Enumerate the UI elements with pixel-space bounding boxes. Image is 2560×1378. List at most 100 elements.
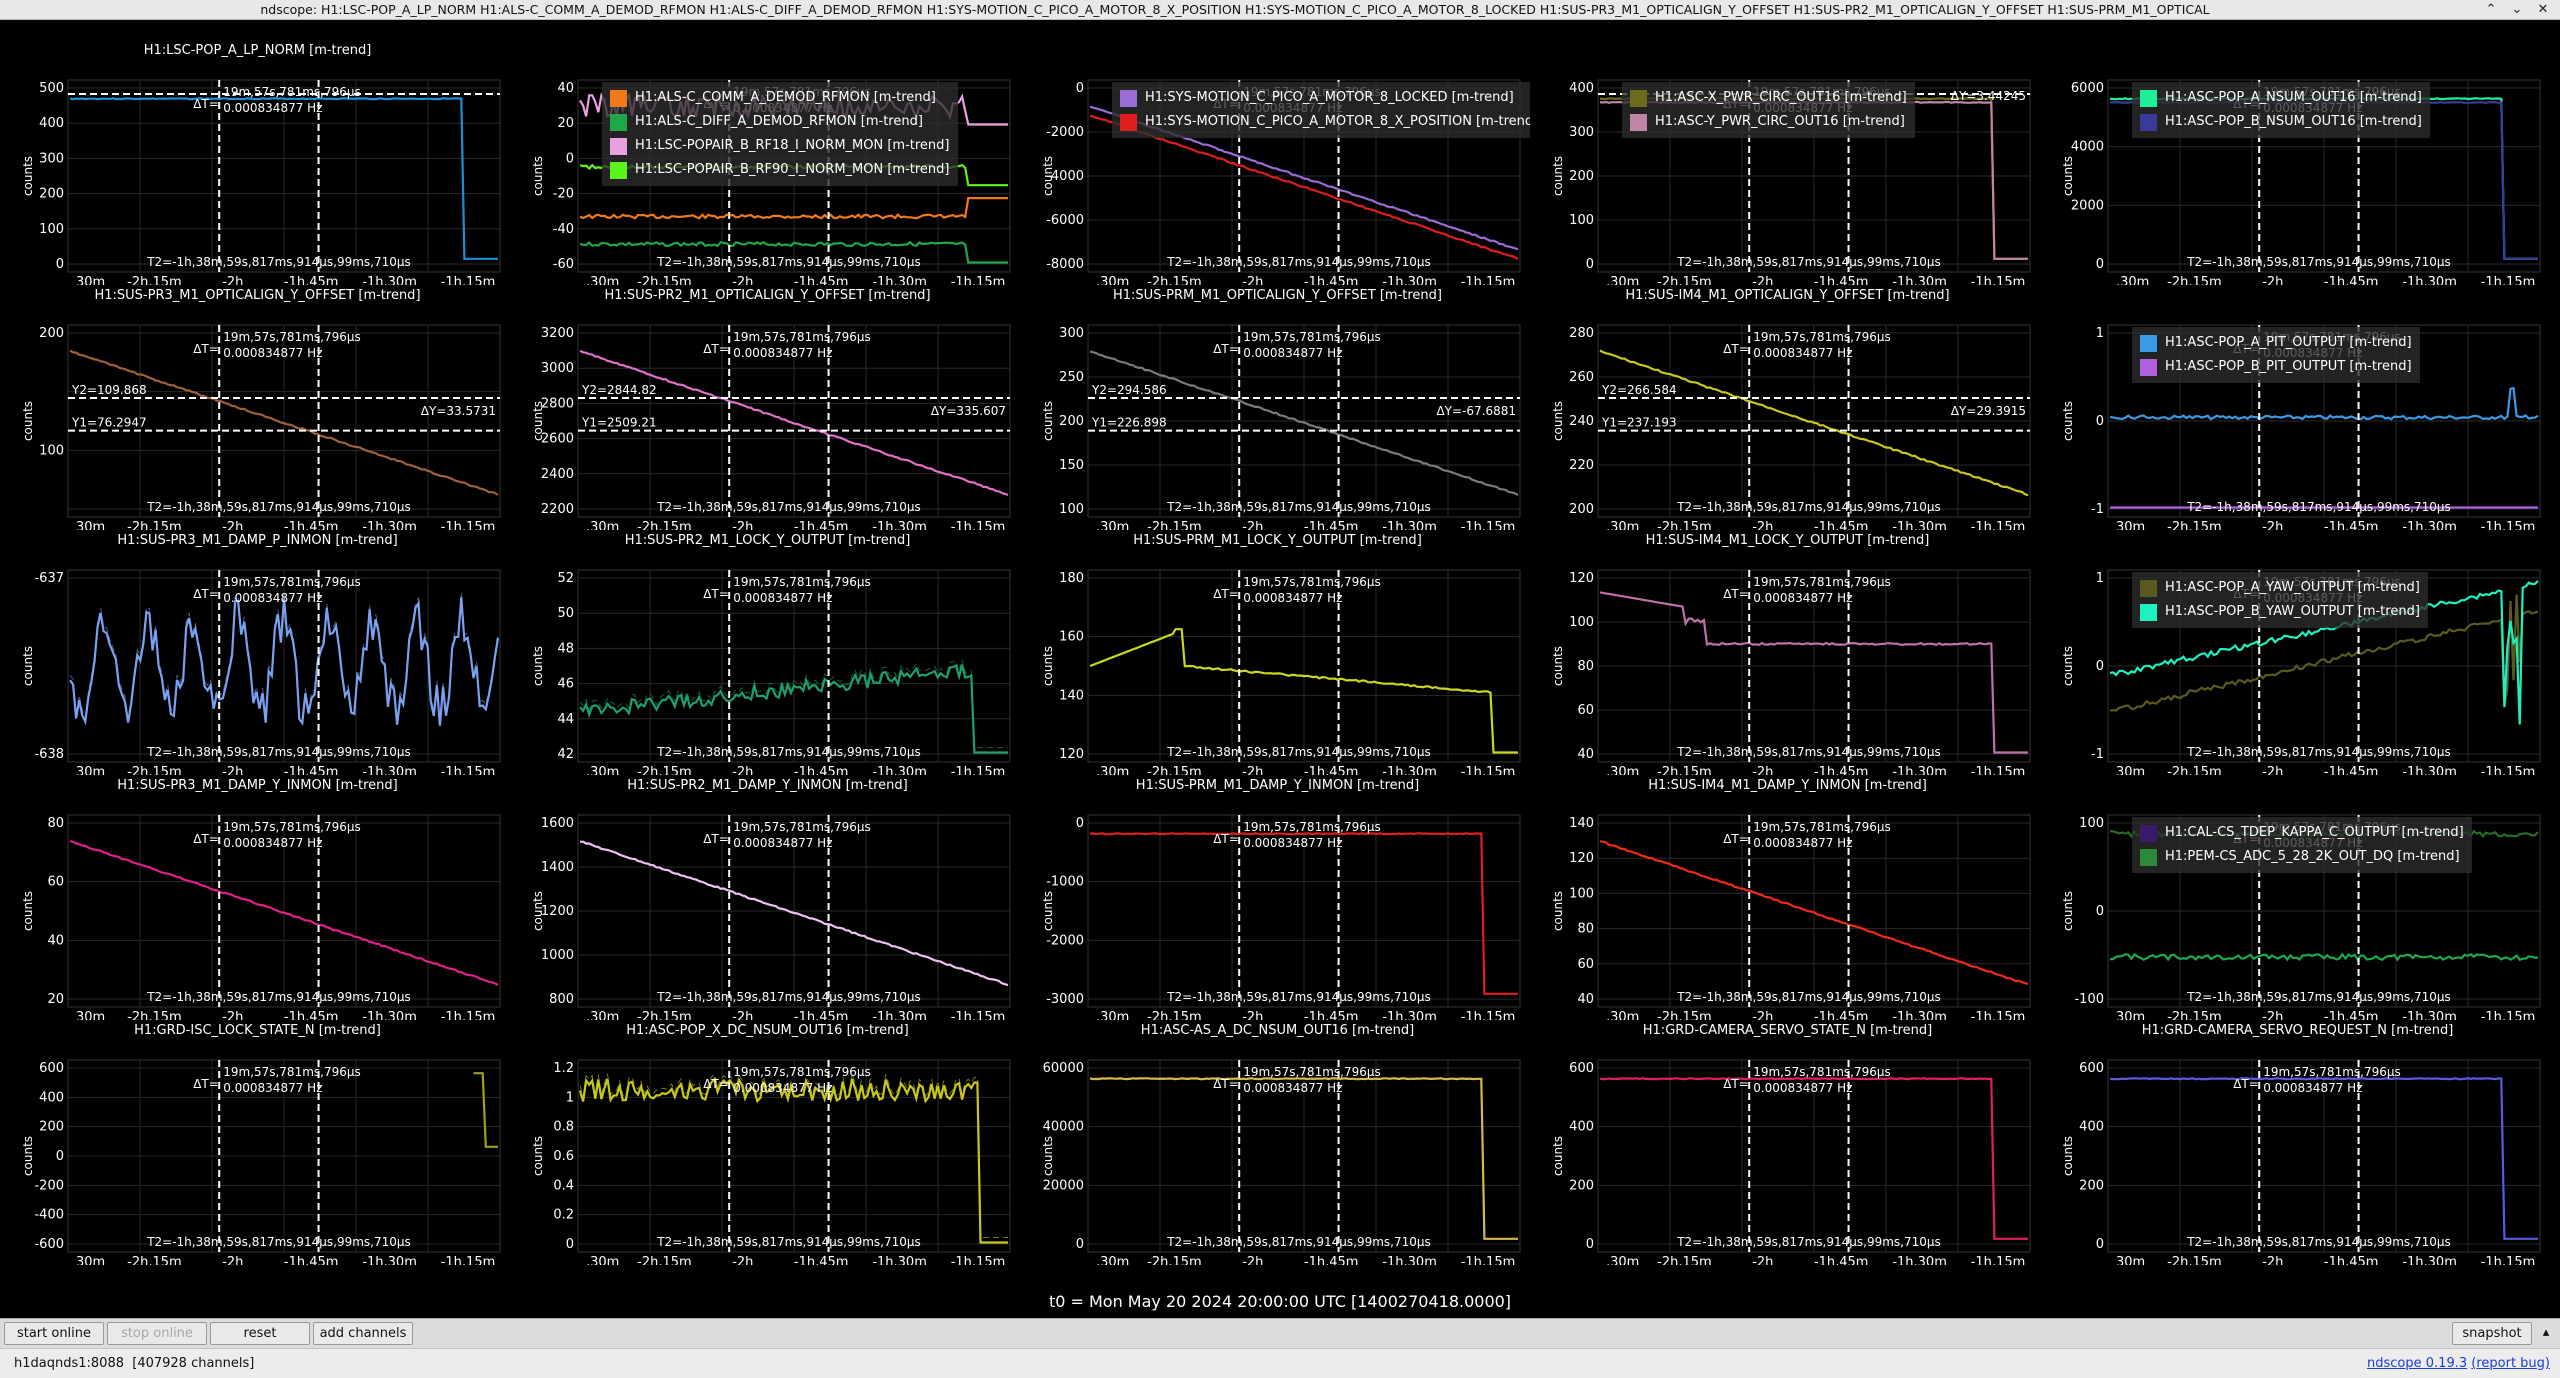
legend-item[interactable]: H1:ASC-POP_A_NSUM_OUT16 [m-trend] (2140, 86, 2422, 110)
plot-panel[interactable]: H1:SUS-PR2_M1_DAMP_Y_INMON [m-trend] 1600… (510, 775, 1025, 1020)
plot-canvas[interactable]: 1 0 -1 30m -2h,15m -2h -1h,45m -1h,30m -1h,15m co… (2040, 530, 2555, 775)
plot-legend[interactable]: H1:ASC-POP_A_YAW_OUTPUT [m-trend] H1:ASC-… (2132, 572, 2428, 628)
plot-panel[interactable]: H1:SUS-PRM_M1_LOCK_Y_OUTPUT [m-trend] 180… (1020, 530, 1535, 775)
snapshot-button[interactable]: snapshot (2452, 1322, 2532, 1345)
delta-t-value: 19m,57s,781ms,796μs (223, 575, 361, 589)
plot-panel[interactable]: 1 0 -1 30m -2h,15m -2h -1h,45m -1h,30m -1h,15m co… (2040, 285, 2555, 530)
plot-canvas[interactable]: 300 250 200 150 100 ,30m -2h,15m -2h -1h,45m -1h,… (1020, 285, 1535, 530)
collapse-icon[interactable]: ▴ (2542, 1325, 2550, 1340)
plot-canvas[interactable]: 100 0 -100 30m -2h,15m -2h -1h,45m -1h,30m -1h,1… (2040, 775, 2555, 1020)
legend-item[interactable]: H1:ASC-POP_B_YAW_OUTPUT [m-trend] (2140, 600, 2420, 624)
legend-item[interactable]: H1:ASC-POP_B_PIT_OUTPUT [m-trend] (2140, 355, 2412, 379)
plot-canvas[interactable]: 52 50 48 46 44 42 ,30m -2h,15m -2h -1h,45m -1h,30m… (510, 530, 1025, 775)
plot-panel[interactable]: 400 300 200 100 0 ,30m -2h,15m -2h -1h,45m -1h,30… (1530, 40, 2045, 285)
y-tick-label: 400 (39, 116, 64, 131)
x-tick-label: -2h,15m (127, 520, 182, 530)
plot-panel[interactable]: 1 0 -1 30m -2h,15m -2h -1h,45m -1h,30m -1h,15m co… (2040, 530, 2555, 775)
minimize-button[interactable]: ⌃ (2485, 2, 2497, 17)
plot-panel[interactable]: H1:SUS-PR3_M1_DAMP_P_INMON [m-trend] -637… (0, 530, 515, 775)
plot-canvas[interactable]: 180 160 140 120 ,30m -2h,15m -2h -1h,45m -1h,30m… (1020, 530, 1535, 775)
plot-legend[interactable]: H1:ASC-POP_A_NSUM_OUT16 [m-trend] H1:ASC-… (2132, 82, 2430, 138)
plot-panel[interactable]: H1:LSC-POP_A_LP_NORM [m-trend] 500 400 300 2… (0, 40, 515, 285)
plot-canvas[interactable]: 400 300 200 100 0 ,30m -2h,15m -2h -1h,45m -1h,30… (1530, 40, 2045, 285)
start-online-button[interactable]: start online (4, 1322, 104, 1345)
plot-panel[interactable]: 100 0 -100 30m -2h,15m -2h -1h,45m -1h,30m -1h,1… (2040, 775, 2555, 1020)
plot-canvas[interactable]: 140 120 100 80 60 40 ,30m -2h,15m -2h -1h,45m -1h,… (1530, 775, 2045, 1020)
plot-panel[interactable]: H1:ASC-AS_A_DC_NSUM_OUT16 [m-trend] 60000… (1020, 1020, 1535, 1265)
plot-panel[interactable]: H1:GRD-CAMERA_SERVO_REQUEST_N [m-trend] 6… (2040, 1020, 2555, 1265)
version-link[interactable]: ndscope 0.19.3 (2367, 1356, 2468, 1371)
series-line (1599, 349, 2029, 497)
plot-canvas[interactable]: 6000 4000 2000 0 ,30m -2h,15m -2h -1h,45m -1h,30… (2040, 40, 2555, 285)
legend-item[interactable]: H1:ASC-POP_A_PIT_OUTPUT [m-trend] (2140, 331, 2412, 355)
plot-panel[interactable]: 40 20 0 -20 -40 -60 ,30m -2h,15m -2h -1h,45m -1h,3… (510, 40, 1025, 285)
plot-panel[interactable]: H1:ASC-POP_X_DC_NSUM_OUT16 [m-trend] 1.2 1… (510, 1020, 1025, 1265)
x-tick-label: -2h (1752, 1010, 1773, 1020)
legend-item[interactable]: H1:PEM-CS_ADC_5_28_2K_OUT_DQ [m-trend] (2140, 845, 2464, 869)
report-bug-link[interactable]: (report bug) (2471, 1356, 2550, 1371)
window-titlebar[interactable]: ndscope: H1:LSC-POP_A_LP_NORM H1:ALS-C_C… (0, 0, 2560, 20)
plot-panel[interactable]: H1:SUS-PR2_M1_OPTICALIGN_Y_OFFSET [m-tre… (510, 285, 1025, 530)
plot-canvas[interactable]: 1.2 1 0.8 0.6 0.4 0.2 0 ,30m -2h,15m -2h -1h,45m -1… (510, 1020, 1025, 1265)
plot-legend[interactable]: H1:CAL-CS_TDEP_KAPPA_C_OUTPUT [m-trend] H… (2132, 817, 2472, 873)
plot-legend[interactable]: H1:ASC-X_PWR_CIRC_OUT16 [m-trend] H1:ASC-… (1622, 82, 1915, 138)
plot-panel[interactable]: H1:SUS-IM4_M1_OPTICALIGN_Y_OFFSET [m-tre… (1530, 285, 2045, 530)
restore-button[interactable]: ⌄ (2511, 2, 2523, 17)
plot-canvas[interactable]: 500 400 300 200 100 0 30m -2h,15m -2h -1h,45m -1h,… (0, 40, 515, 285)
plot-legend[interactable]: H1:ASC-POP_A_PIT_OUTPUT [m-trend] H1:ASC-… (2132, 327, 2420, 383)
legend-item[interactable]: H1:LSC-POPAIR_B_RF18_I_NORM_MON [m-trend… (610, 134, 950, 158)
plot-panel[interactable]: H1:SUS-PR3_M1_OPTICALIGN_Y_OFFSET [m-tre… (0, 285, 515, 530)
legend-item[interactable]: H1:ASC-POP_B_NSUM_OUT16 [m-trend] (2140, 110, 2422, 134)
y-tick-label: 140 (1569, 816, 1594, 831)
plot-panel[interactable]: H1:SUS-IM4_M1_DAMP_Y_INMON [m-trend] 140 1… (1530, 775, 2045, 1020)
y-tick-label: 0.4 (553, 1178, 574, 1193)
plot-canvas[interactable]: 3200 3000 2800 2600 2400 2200 ,30m -2h,15m -2h -1… (510, 285, 1025, 530)
legend-item[interactable]: H1:LSC-POPAIR_B_RF90_I_NORM_MON [m-trend… (610, 158, 950, 182)
stop-online-button[interactable]: stop online (107, 1322, 207, 1345)
plot-canvas[interactable]: 0 -1000 -2000 -3000 ,30m -2h,15m -2h -1h,45m -1h… (1020, 775, 1535, 1020)
plot-panel[interactable]: 6000 4000 2000 0 ,30m -2h,15m -2h -1h,45m -1h,30… (2040, 40, 2555, 285)
plot-panel[interactable]: H1:GRD-ISC_LOCK_STATE_N [m-trend] 600 400 2… (0, 1020, 515, 1265)
cursor-t2-label: T2=-1h,38m,59s,817ms,914μs,99ms,710μs (1676, 1235, 1941, 1249)
plot-canvas[interactable]: 280 260 240 220 200 ,30m -2h,15m -2h -1h,45m -1h,… (1530, 285, 2045, 530)
y-tick-label: 60000 (1043, 1061, 1084, 1076)
plot-panel[interactable]: H1:GRD-CAMERA_SERVO_STATE_N [m-trend] 600… (1530, 1020, 2045, 1265)
legend-item[interactable]: H1:ASC-X_PWR_CIRC_OUT16 [m-trend] (1630, 86, 1907, 110)
plot-panel[interactable]: H1:SUS-IM4_M1_LOCK_Y_OUTPUT [m-trend] 120… (1530, 530, 2045, 775)
plot-canvas[interactable]: 600 400 200 0 30m -2h,15m -2h -1h,45m -1h,30m -1h… (2040, 1020, 2555, 1265)
plot-canvas[interactable]: 80 60 40 20 30m -2h,15m -2h -1h,45m -1h,30m -1h,1… (0, 775, 515, 1020)
plot-canvas[interactable]: 600 400 200 0 ,30m -2h,15m -2h -1h,45m -1h,30m -1… (1530, 1020, 2045, 1265)
y-tick-label: 0.2 (553, 1208, 574, 1223)
reset-button[interactable]: reset (210, 1322, 310, 1345)
legend-item[interactable]: H1:SYS-MOTION_C_PICO_A_MOTOR_8_X_POSITIO… (1120, 110, 1538, 134)
legend-item[interactable]: H1:CAL-CS_TDEP_KAPPA_C_OUTPUT [m-trend] (2140, 821, 2464, 845)
plot-legend[interactable]: H1:SYS-MOTION_C_PICO_A_MOTOR_8_LOCKED [m… (1112, 82, 1547, 138)
y-tick-label: 120 (1059, 747, 1084, 762)
plot-panel[interactable]: H1:SUS-PRM_M1_DAMP_Y_INMON [m-trend] 0 -10… (1020, 775, 1535, 1020)
legend-item[interactable]: H1:ASC-POP_A_YAW_OUTPUT [m-trend] (2140, 576, 2420, 600)
plot-panel[interactable]: 0 -2000 -4000 -6000 -8000 ,30m -2h,15m -2h -1h,4… (1020, 40, 1547, 285)
legend-item[interactable]: H1:SYS-MOTION_C_PICO_A_MOTOR_8_LOCKED [m… (1120, 86, 1538, 110)
y-tick-label: 260 (1569, 370, 1594, 385)
cursor-t2-label: T2=-1h,38m,59s,817ms,914μs,99ms,710μs (146, 990, 411, 1004)
plot-grid[interactable]: t0 = Mon May 20 2024 20:00:00 UTC [14002… (0, 20, 2560, 1318)
plot-canvas[interactable]: 120 100 80 60 40 ,30m -2h,15m -2h -1h,45m -1h,30m… (1530, 530, 2045, 775)
add-channels-button[interactable]: add channels (313, 1322, 413, 1345)
plot-canvas[interactable]: 1600 1400 1200 1000 800 ,30m -2h,15m -2h -1h,45m… (510, 775, 1025, 1020)
legend-item[interactable]: H1:ALS-C_COMM_A_DEMOD_RFMON [m-trend] (610, 86, 950, 110)
legend-item[interactable]: H1:ALS-C_DIFF_A_DEMOD_RFMON [m-trend] (610, 110, 950, 134)
plot-legend[interactable]: H1:ALS-C_COMM_A_DEMOD_RFMON [m-trend] H1:… (602, 82, 958, 186)
plot-panel[interactable]: H1:SUS-PR3_M1_DAMP_Y_INMON [m-trend] 80 60… (0, 775, 515, 1020)
plot-panel[interactable]: H1:SUS-PR2_M1_LOCK_Y_OUTPUT [m-trend] 52 5… (510, 530, 1025, 775)
plot-canvas[interactable]: -637 -638 30m -2h,15m -2h -1h,45m -1h,30m -1h,1… (0, 530, 515, 775)
legend-item[interactable]: H1:ASC-Y_PWR_CIRC_OUT16 [m-trend] (1630, 110, 1907, 134)
plot-canvas[interactable]: 1 0 -1 30m -2h,15m -2h -1h,45m -1h,30m -1h,15m co… (2040, 285, 2555, 530)
plot-canvas[interactable]: 600 400 200 0 -200 -400 -600 30m -2h,15m -2h -1h,4… (0, 1020, 515, 1265)
y-tick-label: 220 (1569, 458, 1594, 473)
close-button[interactable]: ✕ (2537, 2, 2549, 17)
plot-canvas[interactable]: 60000 40000 20000 0 ,30m -2h,15m -2h -1h,45m -1h… (1020, 1020, 1535, 1265)
plot-panel[interactable]: H1:SUS-PRM_M1_OPTICALIGN_Y_OFFSET [m-tre… (1020, 285, 1535, 530)
delta-t-label: ΔT= (193, 97, 219, 111)
plot-canvas[interactable]: 0 -2000 -4000 -6000 -8000 ,30m -2h,15m -2h -1h,4… (1020, 40, 1535, 285)
plot-canvas[interactable]: 200 100 30m -2h,15m -2h -1h,45m -1h,30m -1h,15m… (0, 285, 515, 530)
